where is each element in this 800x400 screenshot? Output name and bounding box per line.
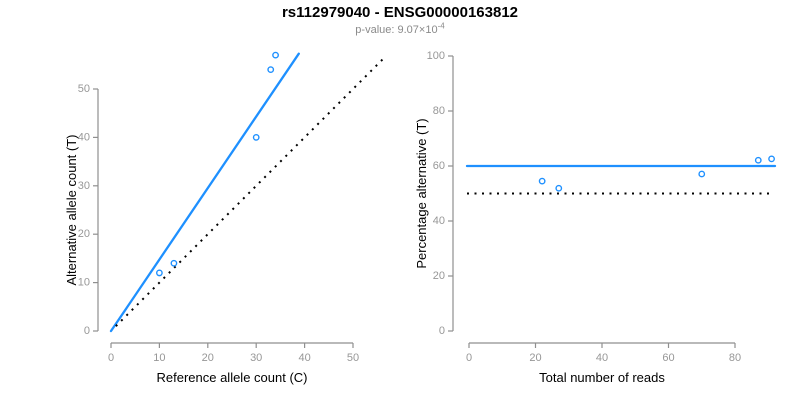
x-tick-label: 0 bbox=[466, 352, 472, 364]
y-tick-label: 30 bbox=[78, 180, 90, 192]
data-point bbox=[698, 170, 706, 178]
figure-subtitle: p-value: 9.07×10-4 bbox=[0, 21, 800, 36]
pvalue-exponent: -4 bbox=[437, 21, 445, 31]
x-tick-label: 80 bbox=[729, 352, 741, 364]
y-tick-label: 20 bbox=[78, 228, 90, 240]
data-point bbox=[272, 51, 279, 59]
data-point bbox=[538, 177, 546, 185]
data-point bbox=[754, 156, 762, 164]
fit-line bbox=[109, 52, 300, 333]
x-axis-title: Reference allele count (C) bbox=[156, 370, 307, 385]
x-tick-label: 60 bbox=[662, 352, 674, 364]
y-tick-label: 20 bbox=[433, 270, 445, 282]
y-tick-label: 40 bbox=[433, 215, 445, 227]
x-tick-label: 40 bbox=[298, 352, 310, 364]
y-tick-label: 10 bbox=[78, 277, 90, 289]
data-point bbox=[155, 269, 163, 277]
data-point bbox=[555, 184, 563, 192]
percentage-panel: 0 20 40 60 80 100 0 20 40 60 80 Total number of rea… bbox=[414, 50, 777, 385]
x-axis-title: Total number of reads bbox=[539, 370, 665, 385]
data-point bbox=[768, 155, 775, 163]
y-tick-label: 60 bbox=[433, 160, 445, 172]
x-tick-label: 20 bbox=[529, 352, 541, 364]
data-point bbox=[170, 259, 178, 267]
figure-title: rs112979040 - ENSG00000163812 bbox=[0, 4, 800, 21]
y-tick-label: 0 bbox=[439, 325, 445, 337]
x-tick-label: 0 bbox=[108, 352, 114, 364]
pvalue-text: p-value: 9.07×10 bbox=[355, 24, 438, 36]
y-axis-title: Alternative allele count (T) bbox=[64, 134, 79, 285]
x-tick-label: 40 bbox=[596, 352, 608, 364]
y-tick-label: 0 bbox=[84, 325, 90, 337]
x-tick-label: 50 bbox=[347, 352, 359, 364]
data-point bbox=[267, 66, 275, 74]
x-tick-label: 10 bbox=[153, 352, 165, 364]
y-tick-label: 80 bbox=[433, 105, 445, 117]
y-tick-label: 100 bbox=[427, 50, 445, 62]
y-tick-label: 50 bbox=[78, 83, 90, 95]
y-axis-title: Percentage alternative (T) bbox=[414, 118, 429, 268]
allele-counts-panel: 0 10 20 30 40 50 0 10 20 30 40 50 Reference allele c… bbox=[64, 51, 387, 385]
identity-line bbox=[115, 55, 387, 327]
data-point bbox=[252, 133, 260, 141]
x-tick-label: 20 bbox=[202, 352, 214, 364]
x-tick-label: 30 bbox=[250, 352, 262, 364]
figure-title-text: rs112979040 - ENSG00000163812 bbox=[281, 4, 519, 21]
y-tick-label: 40 bbox=[78, 131, 90, 143]
